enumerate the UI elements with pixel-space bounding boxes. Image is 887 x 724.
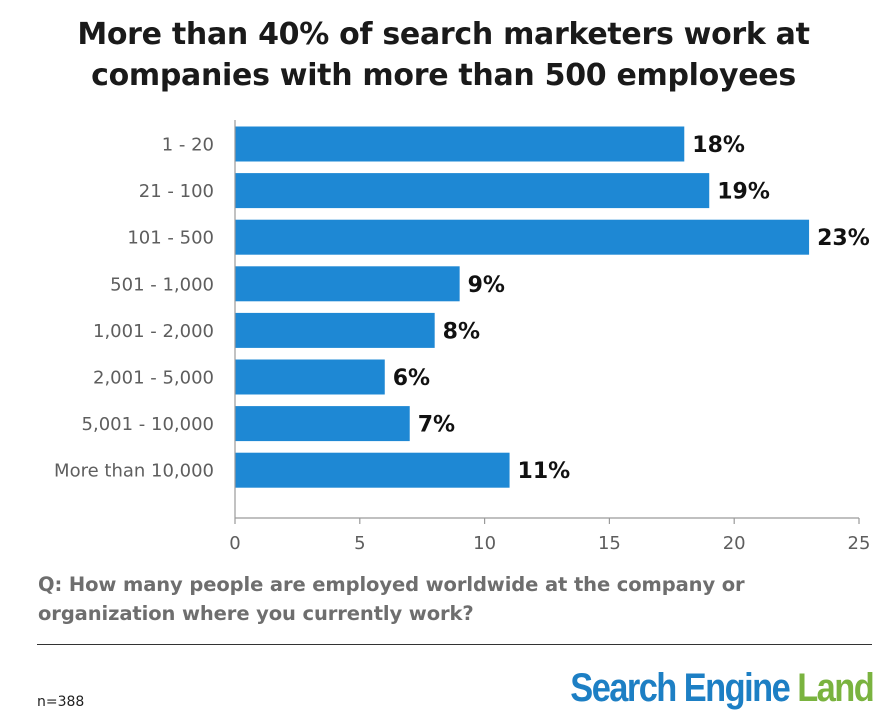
logo-word-land: Land [797,666,875,710]
category-label: 5,001 - 10,000 [82,414,214,435]
x-tick-label: 10 [473,533,496,554]
survey-question-line-1: Q: How many people are employed worldwid… [38,573,745,596]
footer-divider [37,644,872,645]
bar [235,312,435,348]
value-label: 8% [443,319,480,344]
chart-title-line-2: companies with more than 500 employees [91,58,796,93]
value-label: 9% [468,273,505,298]
category-label: 1,001 - 2,000 [93,321,214,342]
category-label: 1 - 20 [162,135,214,156]
x-tick-label: 25 [848,533,871,554]
bar [235,219,810,255]
x-tick-label: 0 [229,533,240,554]
value-label: 19% [717,180,770,205]
bar-chart: 1 - 20 18% 21 - 100 19% 101 - 500 23% 501 - 1,… [54,120,871,554]
logo-word-engine: Engine [683,666,791,710]
x-tick-label: 20 [723,533,746,554]
search-engine-land-logo: Search Engine Land [570,666,875,716]
x-tick-label: 15 [598,533,621,554]
value-label: 11% [518,459,571,484]
category-label: More than 10,000 [54,461,214,482]
x-tick-label: 5 [354,533,365,554]
value-label: 18% [692,133,745,158]
chart-title-line-1: More than 40% of search marketers work a… [77,17,810,52]
value-label: 7% [418,413,455,438]
survey-question: Q: How many people are employed worldwid… [38,570,868,628]
category-label: 501 - 1,000 [110,274,214,295]
value-label: 6% [393,366,430,391]
value-label: 23% [817,226,870,251]
chart-title: More than 40% of search marketers work a… [0,14,887,96]
bar [235,452,510,488]
bar [235,266,460,302]
category-label: 21 - 100 [139,181,214,202]
category-label: 101 - 500 [127,228,214,249]
sample-size: n=388 [37,694,85,710]
bar [235,126,685,162]
survey-question-line-2: organization where you currently work? [38,602,474,625]
bar [235,406,410,442]
bar [235,173,710,209]
logo-word-search: Search [570,666,677,710]
category-label: 2,001 - 5,000 [93,368,214,389]
bar [235,359,385,395]
